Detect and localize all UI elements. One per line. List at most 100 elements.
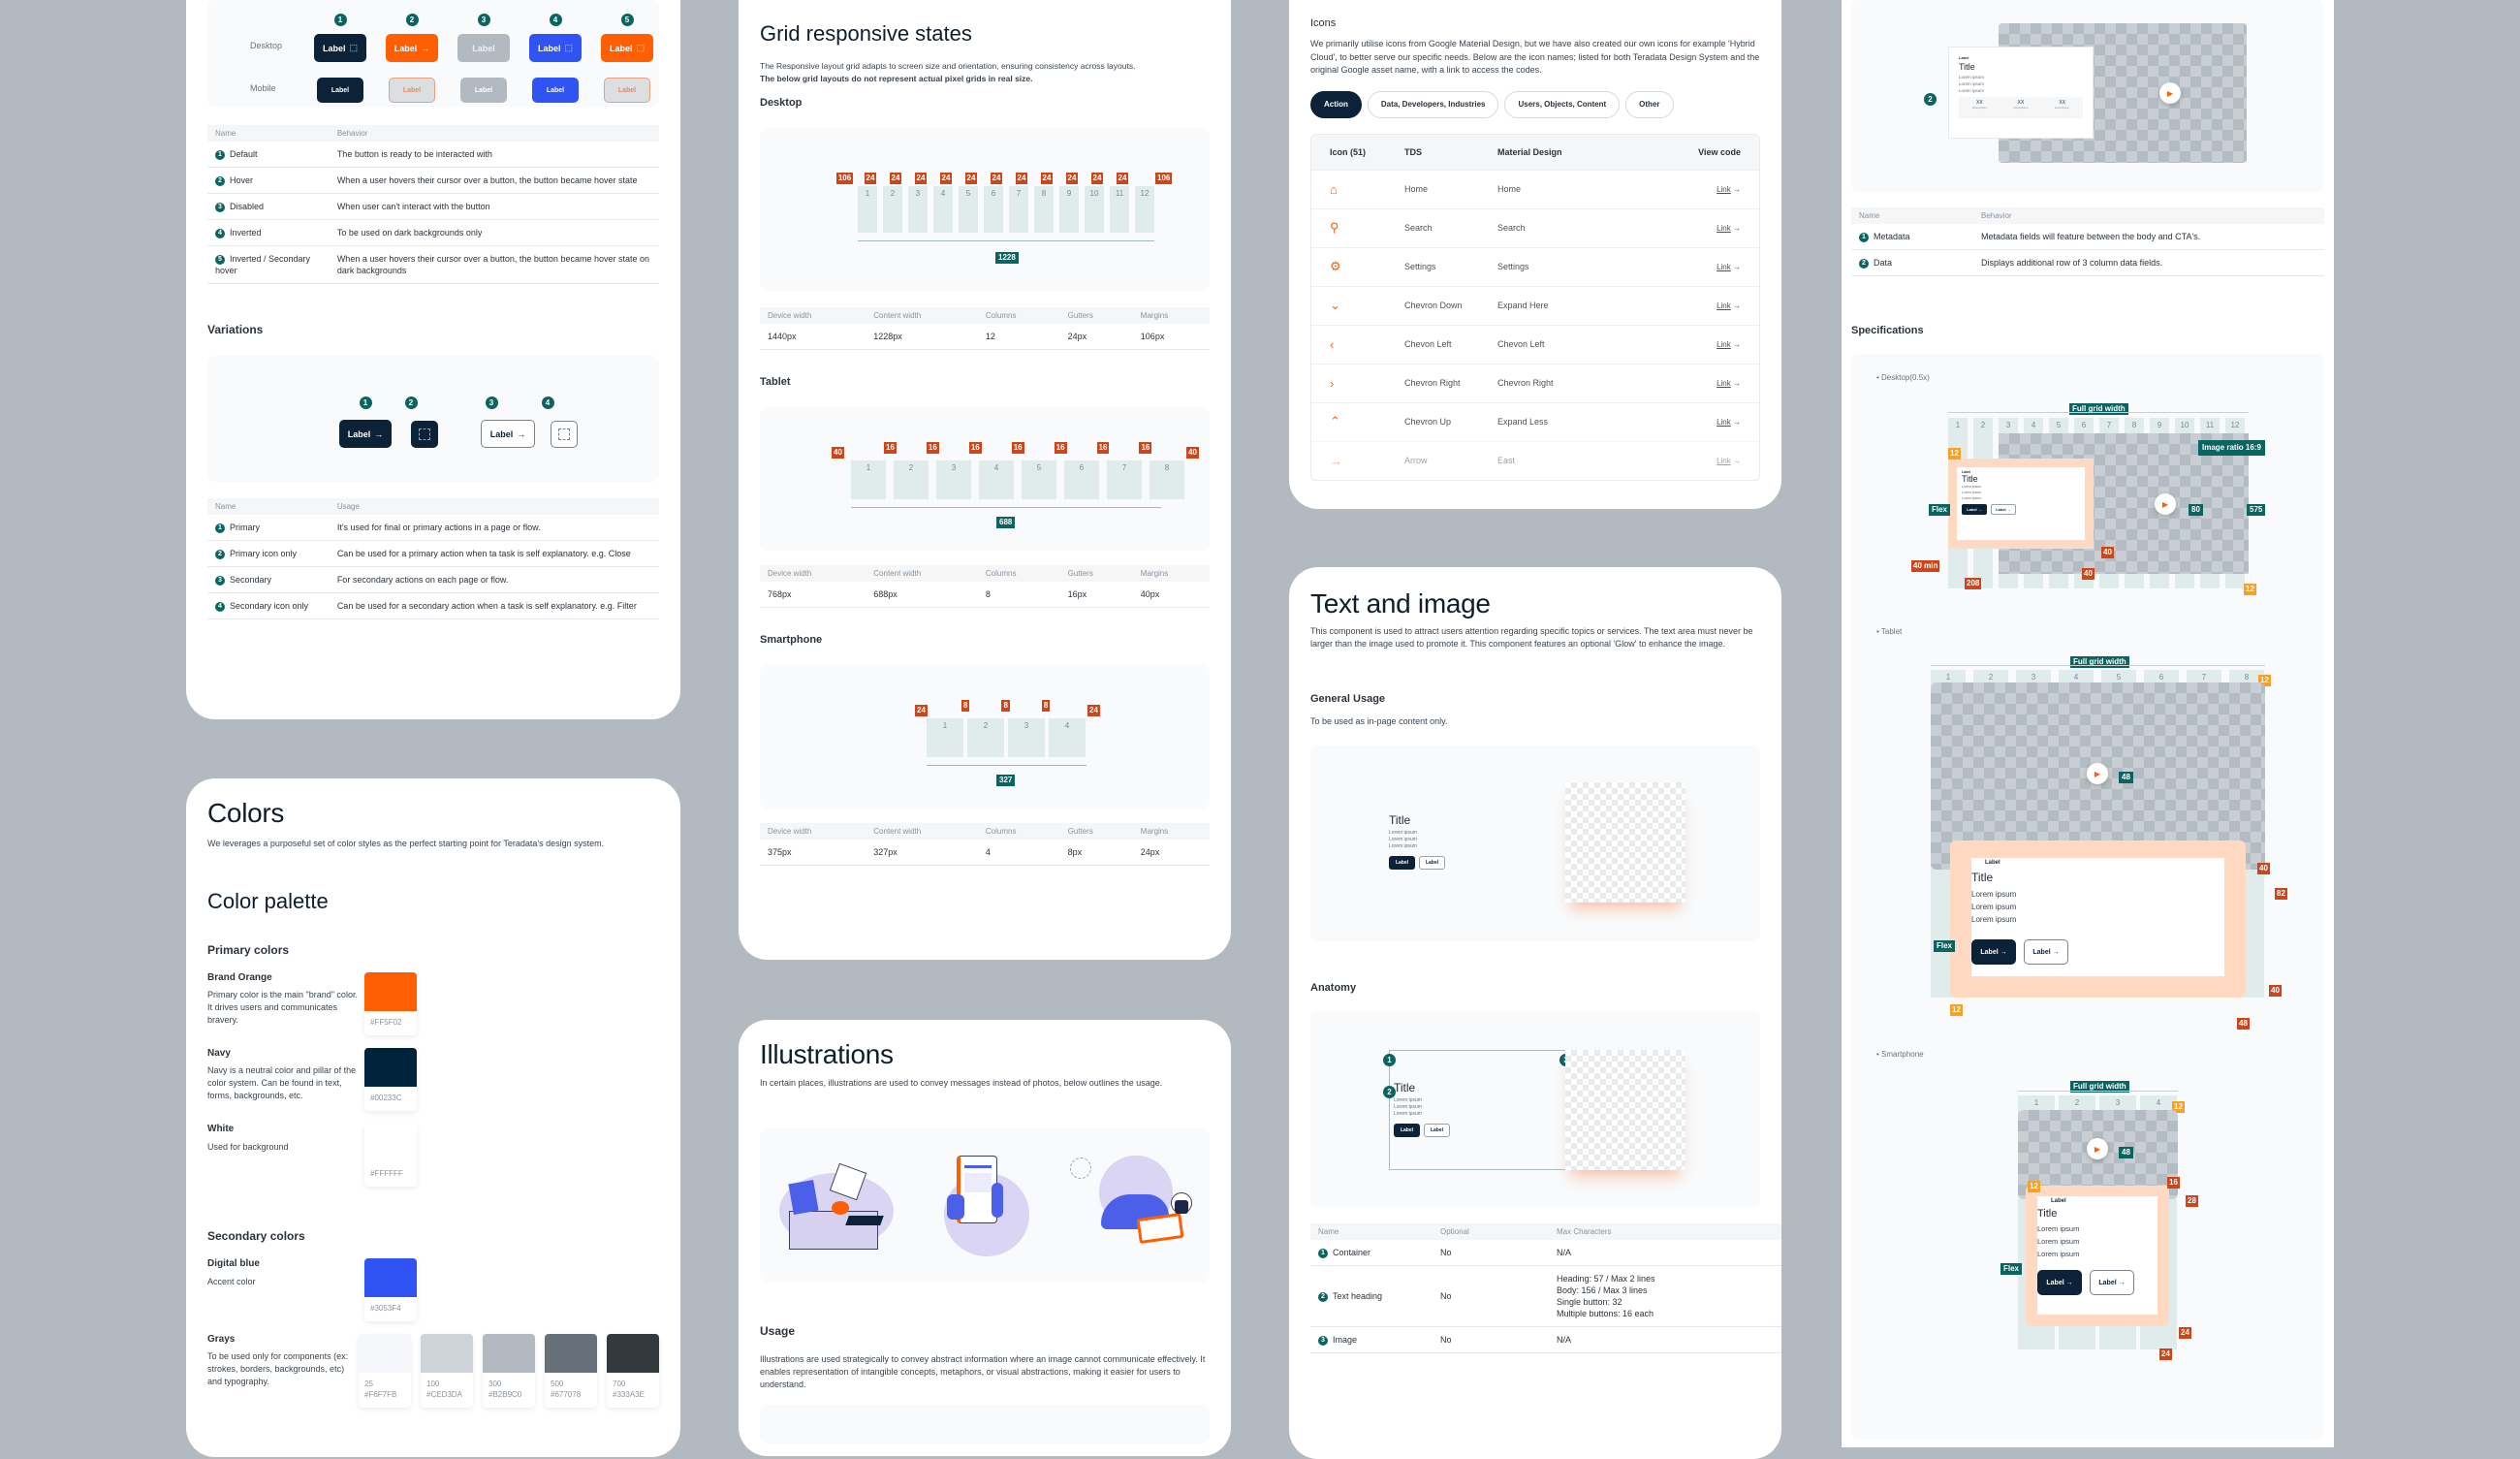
icon-table-row: → Arrow East Link → (1311, 440, 1759, 480)
placeholder-icon (419, 428, 430, 440)
content-width-tag: 1228 (995, 252, 1019, 264)
inverted-button[interactable]: Label ⬚ (529, 34, 582, 62)
icon-table-row: ⚙ Settings Settings Link → (1311, 246, 1759, 286)
smartphone-grid-heading: Smartphone (760, 634, 823, 646)
color-row-navy: Navy Navy is a neutral color and pillar o… (207, 1048, 659, 1111)
view-code-link[interactable]: Link (1717, 339, 1731, 349)
gutter-tag: 24 (889, 173, 902, 184)
text-image-intro: This component is used to attract users … (1310, 626, 1753, 649)
anatomy-marker-2: 2 (1383, 1086, 1396, 1098)
table-row: 3 Image No N/A (1310, 1326, 1781, 1353)
button-states-table: Name Behavior 1 Default The button is ready… (207, 125, 659, 284)
text-image-card: Text and image This component is used to… (1289, 567, 1781, 1459)
swatch-brand-orange[interactable]: #FF5F02 (364, 972, 417, 1035)
primary-icon-button[interactable] (411, 420, 438, 448)
color-row-orange: Brand Orange Primary color is the main "b… (207, 972, 659, 1035)
car-mechanic-illustration (1070, 1156, 1206, 1253)
swatch-navy[interactable]: #00233C (364, 1048, 417, 1111)
arrow-right-icon: → (1733, 184, 1741, 194)
play-icon[interactable]: ▶ (2159, 82, 2181, 104)
colors-title: Colors (207, 798, 285, 828)
variation-marker-3: 3 (485, 396, 498, 409)
inverted-secondary-hover-button[interactable]: Label ⬚ (601, 34, 653, 62)
table-row: 4 Inverted To be used on dark backgrounds … (207, 219, 659, 246)
icons-card: Icons We primarily utilise icons from Go… (1289, 0, 1781, 509)
mobile-inverted-button[interactable]: Label (532, 78, 579, 103)
secondary-button[interactable]: Label → (481, 420, 535, 448)
table-row: 2 Text heading No Heading: 57 / Max 2 lines… (1310, 1265, 1781, 1327)
desktop-grid-panel: 106 24 24 24 24 24 24 24 24 24 24 24 1 2 3 4 5 6 7 8 9 10 11… (760, 128, 1210, 291)
full-grid-width-tag: Full grid width (2070, 1081, 2129, 1093)
placeholder-icon: ⬚ (349, 43, 359, 52)
mobile-hover-button[interactable]: Label (389, 78, 435, 103)
view-code-link[interactable]: Link (1717, 378, 1731, 388)
view-code-link[interactable]: Link (1717, 301, 1731, 310)
grid-title: Grid responsive states (760, 21, 972, 46)
swatch-gray-300[interactable]: 300 #B2B9C0 (483, 1334, 535, 1408)
full-grid-width-tag: Full grid width (2070, 656, 2129, 668)
play-icon[interactable]: ▶ (2155, 493, 2176, 515)
table-row: 2 Primary icon only Can be used for a prim… (207, 540, 659, 567)
content-width-tag: 327 (996, 775, 1016, 786)
icon-table-row: ⌂ Home Home Link → (1311, 169, 1759, 208)
data-variant-preview: ▶ Label Title Lorem ipsum Lorem ipsum Lore… (1851, 0, 2324, 192)
state-marker-1: 1 (333, 14, 347, 26)
filter-other[interactable]: Other (1625, 90, 1674, 118)
demo-primary-button[interactable]: Label (1389, 856, 1415, 870)
view-code-link[interactable]: Link (1717, 456, 1731, 465)
arrow-right-icon: → (1733, 262, 1741, 271)
secondary-icon-button[interactable] (551, 420, 578, 448)
filter-users-objects-content[interactable]: Users, Objects, Content (1504, 90, 1621, 118)
mobile-inverted-hover-button[interactable]: Label (604, 78, 650, 103)
swatch-digital-blue[interactable]: #3053F4 (364, 1258, 417, 1321)
play-icon[interactable]: ▶ (2087, 1138, 2108, 1159)
illustrations-intro: In certain places, illustrations are use… (760, 1078, 1163, 1088)
data-marker-2: 2 (1924, 93, 1937, 106)
phone-hand-illustration (939, 1156, 1036, 1256)
table-row: 3 Disabled When user can't interact with t… (207, 193, 659, 220)
image-placeholder (1565, 782, 1685, 903)
buttons-card: Desktop Mobile 1 2 3 4 5 Label ⬚ Label → L… (186, 0, 680, 719)
table-row: 375px 327px 4 8px 24px (760, 840, 1210, 866)
preview-card: Label Title Lorem ipsum Lorem ipsum Lorem … (1948, 47, 2094, 139)
icon-table-row: ‹ Chevon Left Chevon Left Link → (1311, 324, 1759, 364)
default-button[interactable]: Label ⬚ (314, 34, 366, 62)
usage-text: Illustrations are used strategically to … (760, 1354, 1206, 1389)
table-row: 1 Default The button is ready to be intera… (207, 142, 659, 168)
text-image-title: Text and image (1310, 588, 1491, 618)
swatch-gray-500[interactable]: 500 #677078 (545, 1334, 597, 1408)
swatch-gray-700[interactable]: 700 #333A3E (607, 1334, 659, 1408)
swatch-white[interactable]: #FFFFFF (364, 1124, 417, 1187)
gutter-tag: 24 (1065, 173, 1079, 184)
table-row: 1 Metadata Metadata fields will feature be… (1851, 224, 2324, 250)
illustrations-card: Illustrations In certain places, illustr… (739, 1020, 1231, 1456)
arrow-right-icon: → (374, 428, 384, 439)
swatch-gray-100[interactable]: 100 #CED3DA (421, 1334, 473, 1408)
grid-intro: The Responsive layout grid adapts to scr… (760, 61, 1136, 83)
swatch-gray-25[interactable]: 25 #F6F7FB (359, 1334, 411, 1408)
gutter-tag: 24 (990, 173, 1003, 184)
demo-secondary-button[interactable]: Label (1419, 856, 1445, 870)
view-code-link[interactable]: Link (1717, 417, 1731, 427)
filter-action[interactable]: Action (1310, 90, 1362, 118)
placeholder-icon: ⬚ (636, 43, 646, 52)
icon-table-row: ⌃ Chevron Up Expand Less Link → (1311, 401, 1759, 441)
mobile-default-button[interactable]: Label (317, 78, 363, 103)
illustrations-title: Illustrations (760, 1039, 894, 1069)
state-marker-4: 4 (549, 14, 562, 26)
filter-data-developers-industries[interactable]: Data, Developers, Industries (1367, 90, 1499, 118)
primary-button[interactable]: Label → (339, 420, 392, 448)
icons-intro: We primarily utilise icons from Google M… (1310, 39, 1760, 75)
disabled-button: Label (457, 34, 510, 62)
hover-button[interactable]: Label → (386, 34, 438, 62)
view-code-link[interactable]: Link (1717, 184, 1731, 194)
table-row: 1440px 1228px 12 24px 106px (760, 324, 1210, 350)
gutter-tag: 24 (1040, 173, 1054, 184)
anatomy-table: Name Optional Max Characters 1 Container No N… (1310, 1223, 1781, 1353)
play-icon[interactable]: ▶ (2087, 763, 2108, 784)
view-code-link[interactable]: Link (1717, 223, 1731, 233)
view-code-link[interactable]: Link (1717, 262, 1731, 271)
general-usage-text: To be used as in-page content only. (1310, 716, 1448, 726)
